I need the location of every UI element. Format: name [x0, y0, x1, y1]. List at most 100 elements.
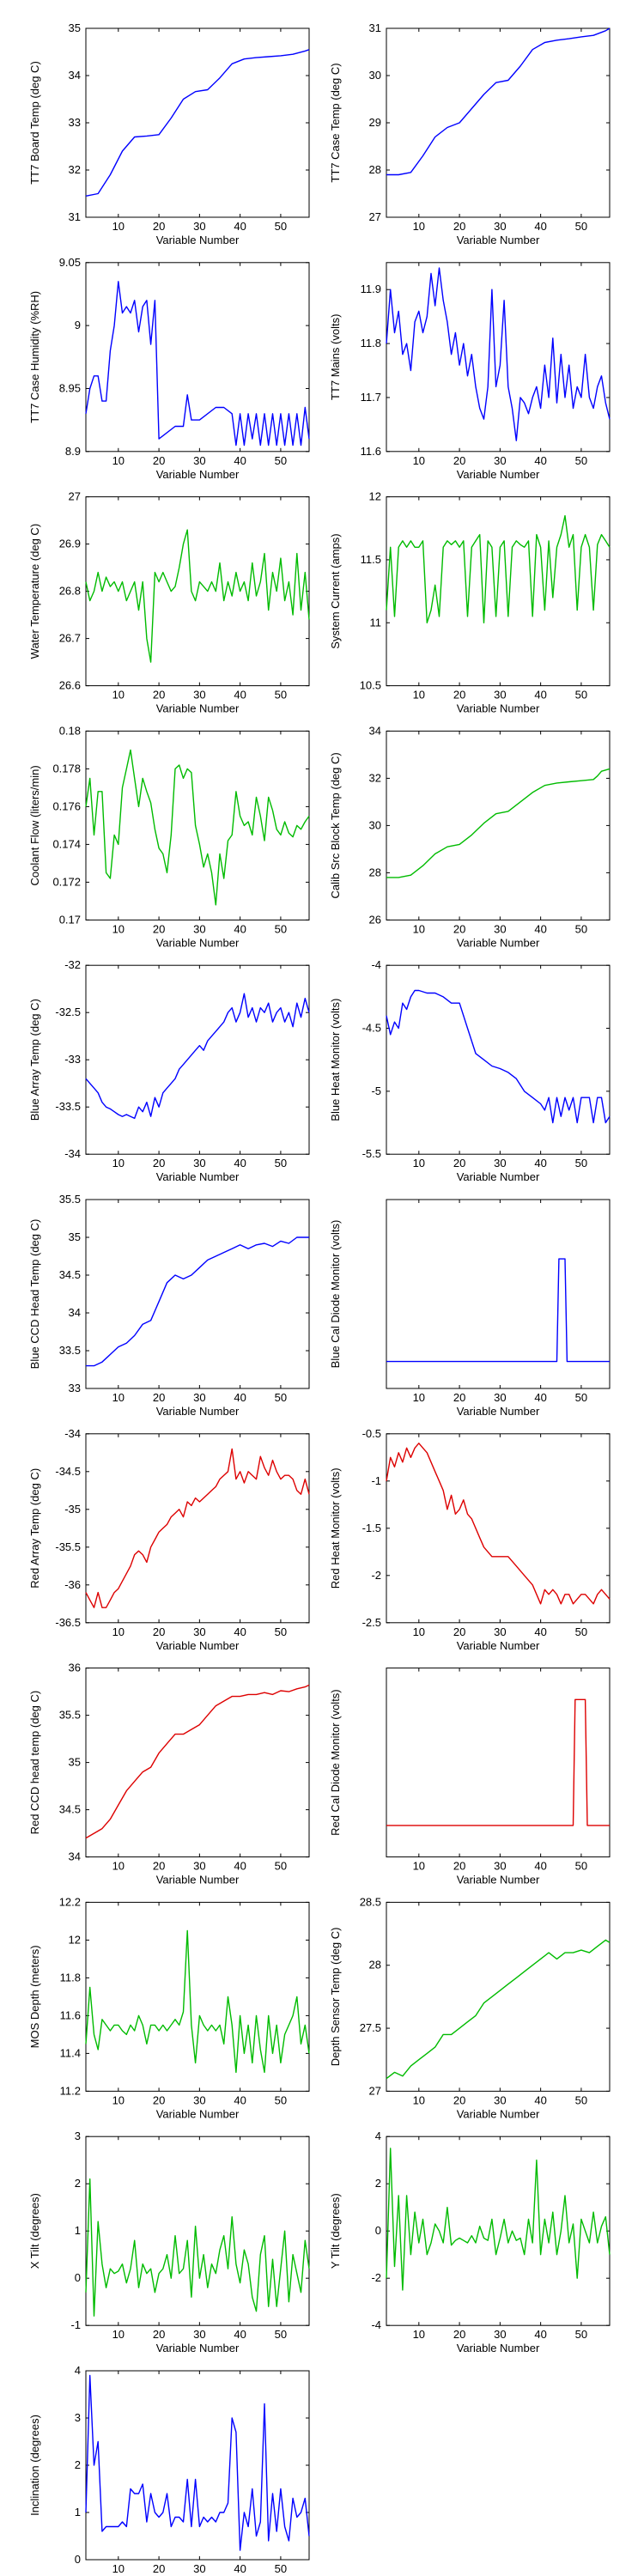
y-tick-label: 4	[75, 2364, 81, 2377]
y-tick-label: -5	[371, 1084, 381, 1097]
x-tick-label: 20	[153, 2328, 165, 2341]
x-tick-label: 10	[112, 2093, 125, 2106]
y-tick-label: -33	[64, 1053, 81, 1066]
x-tick-label: 20	[153, 454, 165, 467]
y-tick-label: 9	[75, 319, 81, 331]
x-tick-label: 20	[453, 2328, 465, 2341]
y-tick-label: -32.5	[55, 1005, 81, 1018]
y-axis-label: Red Cal Diode Monitor (volts)	[329, 1689, 342, 1836]
chart-panel-9: 10 20 30 40 50 -34 -33.5 -33 -32.5 -32 Variable Nu…	[28, 958, 310, 1183]
y-tick-label: 35.5	[59, 1709, 81, 1722]
y-axis-label: TT7 Board Temp (deg C)	[28, 61, 41, 185]
y-tick-label: -1	[70, 2318, 81, 2331]
x-tick-label: 10	[112, 2562, 125, 2575]
y-tick-label: 9.05	[59, 256, 81, 269]
x-tick-label: 20	[153, 2562, 165, 2575]
x-tick-label: 50	[575, 922, 587, 935]
x-tick-label: 40	[534, 2093, 546, 2106]
x-tick-label: 30	[494, 1625, 506, 1638]
y-axis-label: Blue CCD Head Temp (deg C)	[28, 1219, 41, 1370]
y-tick-label: 31	[69, 210, 81, 223]
x-tick-label: 10	[112, 922, 125, 935]
y-axis-label: TT7 Case Humidity (%RH)	[28, 291, 41, 423]
y-tick-label: 12	[69, 1933, 81, 1946]
y-axis-label: Blue Heat Monitor (volts)	[329, 999, 342, 1121]
x-axis-label: Variable Number	[156, 1405, 240, 1418]
y-tick-label: 0	[375, 2224, 381, 2237]
x-tick-label: 30	[193, 922, 205, 935]
series-line	[86, 1236, 309, 1367]
x-tick-label: 20	[453, 1625, 465, 1638]
y-axis-label: System Current (amps)	[329, 533, 342, 648]
chart-panel-5: 10 20 30 40 50 26.6 26.7 26.8 26.9 27 Variable Num…	[28, 490, 310, 715]
y-tick-label: -4	[371, 958, 381, 971]
x-tick-label: 30	[193, 689, 205, 702]
x-tick-label: 50	[575, 454, 587, 467]
x-axis-label: Variable Number	[156, 2107, 240, 2120]
x-tick-label: 50	[575, 1391, 587, 1404]
chart-panel-16: 10 20 30 40 50 Variable Number Red Cal Diode M…	[329, 1668, 611, 1886]
x-tick-label: 40	[234, 454, 246, 467]
y-axis-label: Coolant Flow (liters/min)	[28, 765, 41, 885]
y-axis-label: Water Temperature (deg C)	[28, 524, 41, 659]
x-tick-label: 30	[193, 1157, 205, 1170]
series-line	[386, 27, 611, 176]
plot-frame	[85, 964, 310, 1155]
x-tick-label: 10	[112, 689, 125, 702]
x-tick-label: 50	[275, 1625, 287, 1638]
x-tick-label: 30	[494, 1157, 506, 1170]
series-line	[85, 2374, 310, 2551]
plot-frame	[386, 1199, 611, 1389]
x-tick-label: 20	[153, 1860, 165, 1873]
y-tick-label: 32	[369, 771, 381, 784]
y-tick-label: 33	[69, 1382, 81, 1394]
x-axis-label: Variable Number	[156, 936, 240, 949]
x-tick-label: 40	[534, 689, 546, 702]
x-tick-label: 50	[275, 2093, 287, 2106]
x-tick-label: 20	[453, 922, 465, 935]
y-tick-label: 11.6	[60, 2008, 81, 2021]
series-line	[85, 2178, 310, 2317]
x-tick-label: 50	[275, 1391, 287, 1404]
x-tick-label: 50	[575, 689, 587, 702]
y-tick-label: 0.18	[59, 724, 81, 737]
y-tick-label: 35.5	[59, 1193, 81, 1206]
chart-panel-15: 10 20 30 40 50 34 34.5 35 35.5 36 Variable Number R…	[28, 1662, 310, 1886]
y-tick-label: 28	[369, 866, 381, 878]
x-axis-label: Variable Number	[156, 2342, 240, 2354]
y-tick-label: 0	[75, 2553, 81, 2566]
x-tick-label: 50	[275, 922, 287, 935]
y-axis-label: TT7 Mains (volts)	[329, 314, 342, 400]
plot-frame	[386, 27, 611, 218]
y-tick-label: 0.172	[52, 875, 81, 888]
x-axis-label: Variable Number	[457, 1405, 540, 1418]
y-tick-label: 34	[69, 69, 81, 82]
y-axis-label: Y Tilt (degrees)	[329, 2193, 342, 2269]
y-tick-label: 28	[369, 163, 381, 176]
chart-panel-19: 10 20 30 40 50 -1 0 1 2 3 Variable Number X Tilt (d…	[28, 2129, 310, 2354]
y-tick-label: 33.5	[59, 1344, 81, 1357]
y-tick-label: 35	[69, 1230, 81, 1243]
y-tick-label: 36	[69, 1662, 81, 1674]
y-tick-label: 35	[69, 21, 81, 34]
plot-frame	[386, 730, 611, 920]
x-tick-label: 20	[453, 454, 465, 467]
x-tick-label: 50	[575, 1860, 587, 1873]
x-tick-label: 50	[575, 220, 587, 233]
x-tick-label: 10	[413, 2093, 425, 2106]
x-tick-label: 40	[534, 1157, 546, 1170]
y-tick-label: -2	[371, 1569, 381, 1582]
chart-panel-6: 10 20 30 40 50 10.5 11 11.5 12 Variable Number Sys…	[329, 490, 611, 715]
x-tick-label: 30	[494, 220, 506, 233]
x-tick-label: 30	[193, 2093, 205, 2106]
x-tick-label: 30	[193, 2328, 205, 2341]
chart-panel-1: 10 20 30 40 50 31 32 33 34 35 Variable Number TT7 B…	[28, 21, 310, 246]
x-axis-label: Variable Number	[156, 1874, 240, 1886]
y-tick-label: 31	[369, 21, 381, 34]
y-tick-label: -0.5	[362, 1427, 381, 1440]
x-tick-label: 50	[275, 689, 287, 702]
series-line	[386, 514, 611, 623]
x-axis-label: Variable Number	[457, 936, 540, 949]
x-tick-label: 50	[275, 1157, 287, 1170]
